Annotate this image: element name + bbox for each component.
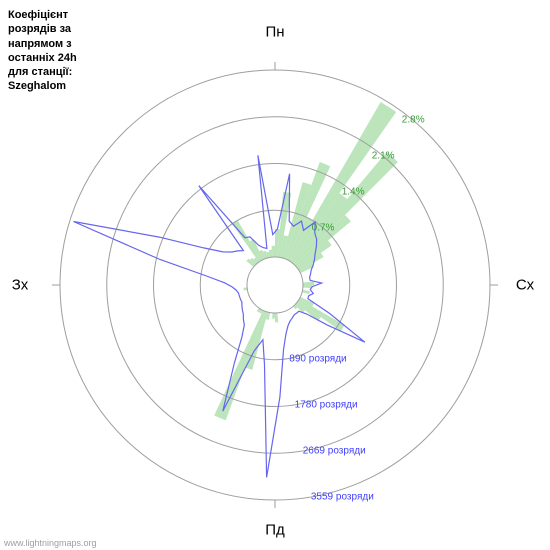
ring-label-discharges: 2669 розряди	[303, 445, 366, 456]
compass-label: Пн	[265, 24, 284, 41]
ring-label-discharges: 1780 розряди	[295, 399, 358, 410]
ring-label-pct: 0.7%	[312, 222, 335, 233]
ring-label-discharges: 3559 розряди	[311, 491, 374, 502]
compass-label: Пд	[265, 522, 285, 539]
ring-label-pct: 1.4%	[342, 186, 365, 197]
ring-label-discharges: 890 розряди	[289, 353, 346, 364]
chart-title: Коефіцієнт розрядів за напрямом з останн…	[8, 8, 77, 94]
polar-chart-svg	[0, 0, 550, 550]
ring-label-pct: 2.8%	[402, 115, 425, 126]
footer-text: www.lightningmaps.org	[4, 538, 97, 548]
compass-label: Зх	[12, 277, 29, 294]
compass-label: Сх	[516, 277, 534, 294]
ring-label-pct: 2.1%	[372, 151, 395, 162]
polar-chart-container	[0, 0, 550, 550]
